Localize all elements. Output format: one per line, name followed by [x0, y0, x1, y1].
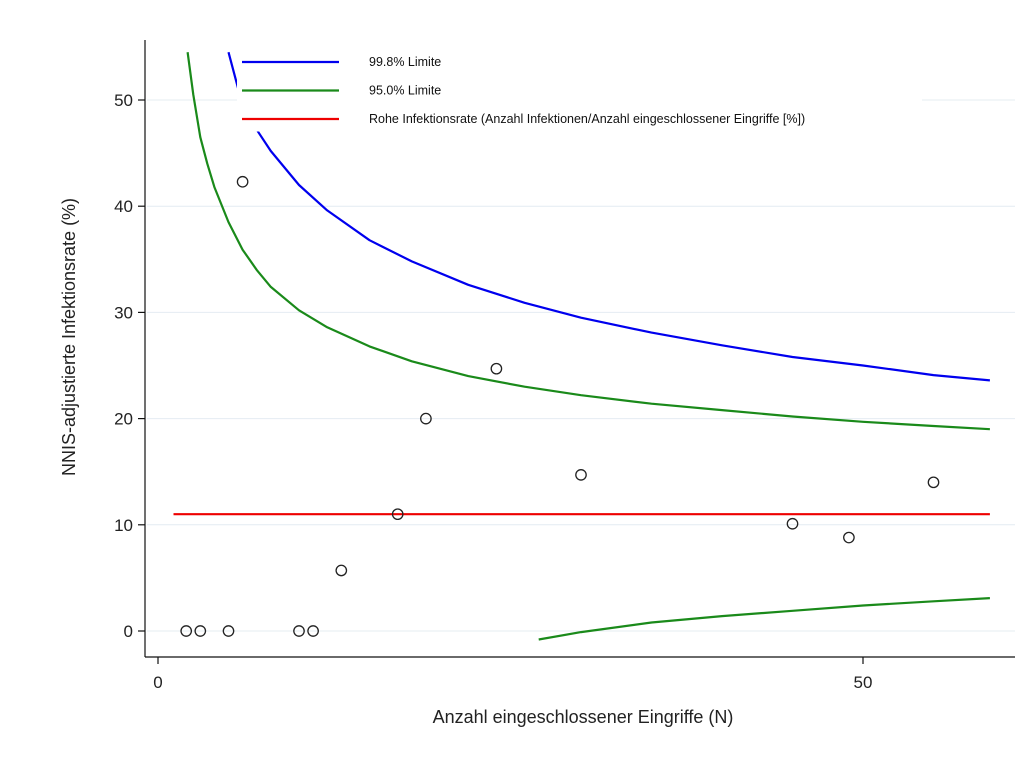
- x-axis-title: Anzahl eingeschlossener Eingriffe (N): [433, 707, 734, 727]
- y-tick-label-10: 10: [114, 516, 133, 535]
- data-point-4: [293, 625, 305, 637]
- y-tick-label-40: 40: [114, 197, 133, 216]
- data-point-9: [490, 362, 503, 375]
- data-point-1: [194, 625, 207, 637]
- data-point-13: [927, 476, 940, 489]
- data-point-5: [307, 625, 319, 637]
- series-line-1: [186, 52, 990, 431]
- x-tick-label-0: 0: [153, 673, 162, 692]
- series-line-0: [227, 51, 991, 382]
- data-point-12: [843, 531, 855, 544]
- y-axis-title: NNIS-adjustierte Infektionsrate (%): [59, 198, 79, 476]
- axes: 0 10 20 30 40 50 0 50: [114, 40, 1015, 692]
- series-line-3: [538, 597, 990, 641]
- legend-label-0: 99.8% Limite: [369, 55, 441, 69]
- data-point-7: [391, 508, 404, 521]
- y-tick-label-30: 30: [114, 303, 133, 322]
- data-point-2: [222, 625, 235, 637]
- legend-label-2: Rohe Infektionsrate (Anzahl Infektionen/…: [369, 112, 805, 126]
- legend-label-1: 95.0% Limite: [369, 84, 441, 98]
- x-tick-label-50: 50: [854, 673, 873, 692]
- data-point-8: [420, 412, 432, 425]
- data-points: [180, 175, 940, 637]
- legend: 99.8% Limite 95.0% Limite Rohe Infektionsr…: [237, 44, 922, 132]
- y-tick-label-20: 20: [114, 410, 133, 429]
- series-lines: [173, 51, 991, 641]
- data-point-11: [786, 517, 799, 530]
- y-tick-label-50: 50: [114, 91, 133, 110]
- data-point-10: [575, 469, 587, 481]
- data-point-3: [236, 175, 249, 188]
- y-tick-label-0: 0: [124, 622, 133, 641]
- data-point-0: [180, 625, 193, 637]
- grid-lines: [147, 99, 1015, 632]
- legend-box: [237, 44, 922, 132]
- data-point-6: [335, 564, 348, 577]
